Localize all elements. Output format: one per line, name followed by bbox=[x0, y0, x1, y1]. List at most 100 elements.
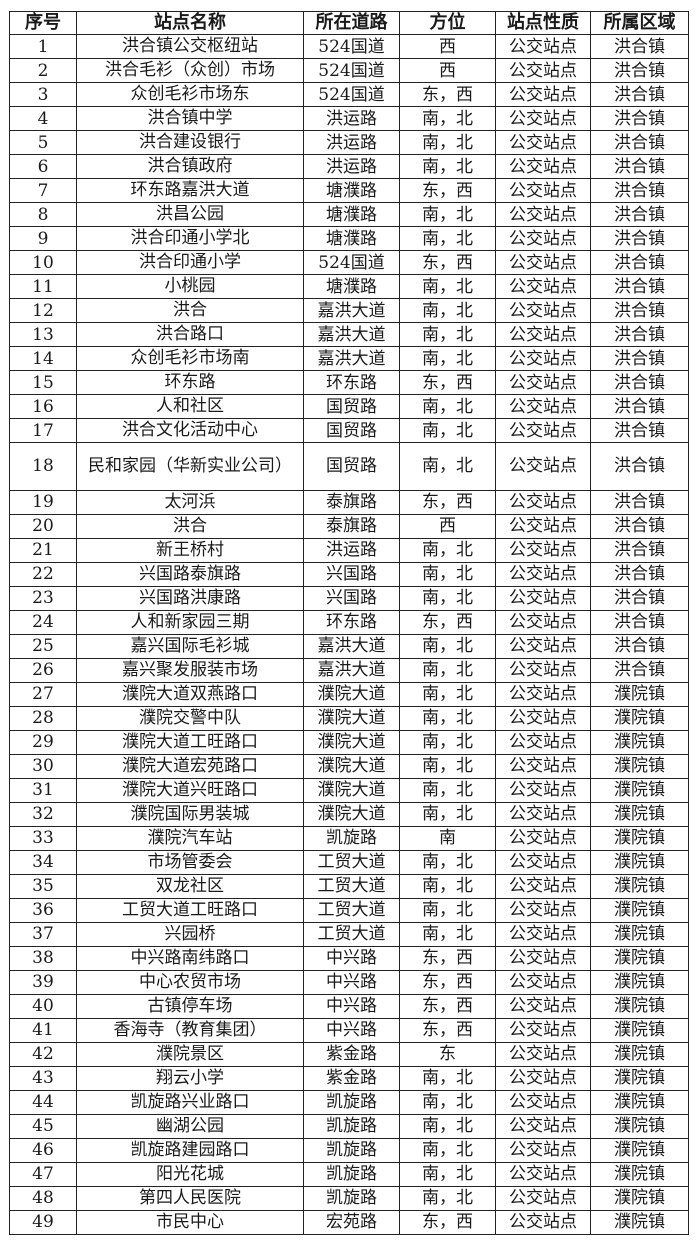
cell-index: 10 bbox=[9, 250, 77, 275]
cell-road: 嘉洪大道 bbox=[303, 346, 400, 371]
table-row: 31 濮院大道兴旺路口 濮院大道 南，北 公交站点 濮院镇 bbox=[9, 777, 689, 803]
cell-stop-name: 兴园桥 bbox=[76, 921, 304, 947]
cell-road: 中兴路 bbox=[303, 969, 400, 995]
cell-index: 19 bbox=[9, 489, 77, 515]
cell-stop-type: 公交站点 bbox=[495, 1017, 591, 1043]
table-row: 28 濮院交警中队 濮院大道 南，北 公交站点 濮院镇 bbox=[9, 705, 689, 731]
cell-area: 洪合镇 bbox=[590, 34, 689, 59]
cell-road: 塘濮路 bbox=[303, 178, 400, 203]
cell-direction: 南，北 bbox=[399, 753, 496, 779]
cell-direction: 西 bbox=[399, 513, 496, 539]
cell-index: 34 bbox=[9, 849, 77, 875]
table-body: 1 洪合镇公交枢纽站 524国道西公交站点 洪合镇 2 洪合毛衫（众创）市场 524国道西公… bbox=[9, 34, 689, 1235]
cell-road: 濮院大道 bbox=[303, 729, 400, 755]
table-row: 11 小桃园 塘濮路 南，北 公交站点 洪合镇 bbox=[9, 274, 689, 299]
cell-area: 洪合镇 bbox=[590, 322, 689, 347]
cell-direction: 南，北 bbox=[399, 106, 496, 131]
cell-index: 28 bbox=[9, 705, 77, 731]
cell-road: 泰旗路 bbox=[303, 513, 400, 539]
cell-stop-type: 公交站点 bbox=[495, 178, 591, 203]
cell-road: 环东路 bbox=[303, 609, 400, 635]
table-row: 6 洪合镇政府 洪运路 南，北 公交站点 洪合镇 bbox=[9, 154, 689, 179]
cell-stop-name: 市民中心 bbox=[76, 1209, 304, 1235]
table-row: 24 人和新家园三期 环东路 东，西 公交站点 洪合镇 bbox=[9, 609, 689, 635]
cell-stop-name: 工贸大道工旺路口 bbox=[76, 897, 304, 923]
cell-stop-type: 公交站点 bbox=[495, 729, 591, 755]
cell-stop-name: 濮院国际男装城 bbox=[76, 801, 304, 827]
cell-index: 25 bbox=[9, 633, 77, 659]
cell-road: 洪运路 bbox=[303, 154, 400, 179]
table-row: 20 洪合 泰旗路西公交站点 洪合镇 bbox=[9, 513, 689, 539]
cell-road: 嘉洪大道 bbox=[303, 633, 400, 659]
cell-area: 洪合镇 bbox=[590, 609, 689, 635]
cell-stop-type: 公交站点 bbox=[495, 657, 591, 683]
header-area: 所属区域 bbox=[590, 11, 689, 35]
cell-stop-type: 公交站点 bbox=[495, 442, 591, 491]
cell-direction: 南，北 bbox=[399, 1113, 496, 1139]
cell-area: 濮院镇 bbox=[590, 705, 689, 731]
cell-index: 31 bbox=[9, 777, 77, 803]
cell-stop-name: 濮院景区 bbox=[76, 1041, 304, 1067]
cell-direction: 南，北 bbox=[399, 1185, 496, 1211]
cell-stop-type: 公交站点 bbox=[495, 1065, 591, 1091]
cell-stop-type: 公交站点 bbox=[495, 825, 591, 851]
cell-stop-name: 洪合建设银行 bbox=[76, 130, 304, 155]
cell-road: 兴国路 bbox=[303, 561, 400, 587]
header-direction: 方位 bbox=[399, 11, 496, 35]
table-row: 44 凯旋路兴业路口 凯旋路 南，北 公交站点 濮院镇 bbox=[9, 1089, 689, 1115]
table-row: 49 市民中心 宏苑路 东，西 公交站点 濮院镇 bbox=[9, 1209, 689, 1235]
cell-stop-type: 公交站点 bbox=[495, 418, 591, 443]
cell-stop-name: 洪合文化活动中心 bbox=[76, 418, 304, 443]
table-row: 37 兴园桥 工贸大道 南，北 公交站点 濮院镇 bbox=[9, 921, 689, 947]
cell-road: 中兴路 bbox=[303, 1017, 400, 1043]
cell-area: 洪合镇 bbox=[590, 657, 689, 683]
cell-index: 46 bbox=[9, 1137, 77, 1163]
cell-stop-type: 公交站点 bbox=[495, 633, 591, 659]
cell-area: 濮院镇 bbox=[590, 921, 689, 947]
cell-direction: 南，北 bbox=[399, 322, 496, 347]
cell-stop-type: 公交站点 bbox=[495, 753, 591, 779]
cell-direction: 南，北 bbox=[399, 561, 496, 587]
cell-area: 濮院镇 bbox=[590, 873, 689, 899]
bus-stop-table: 序号 站点名称 所在道路 方位 站点性质 所属区域 1 洪合镇公交枢纽站 524国道… bbox=[9, 11, 689, 1235]
table-row: 48 第四人民医院 凯旋路 南，北 公交站点 濮院镇 bbox=[9, 1185, 689, 1211]
cell-stop-name: 嘉兴国际毛衫城 bbox=[76, 633, 304, 659]
header-index: 序号 bbox=[9, 11, 77, 35]
cell-road: 工贸大道 bbox=[303, 849, 400, 875]
cell-road: 嘉洪大道 bbox=[303, 657, 400, 683]
cell-area: 濮院镇 bbox=[590, 1113, 689, 1139]
cell-road: 524国道 bbox=[303, 34, 400, 59]
cell-index: 29 bbox=[9, 729, 77, 755]
cell-stop-name: 兴国路泰旗路 bbox=[76, 561, 304, 587]
cell-stop-type: 公交站点 bbox=[495, 1041, 591, 1067]
cell-road: 国贸路 bbox=[303, 442, 400, 491]
cell-stop-name: 人和新家园三期 bbox=[76, 609, 304, 635]
cell-area: 洪合镇 bbox=[590, 202, 689, 227]
cell-direction: 南，北 bbox=[399, 442, 496, 491]
cell-index: 49 bbox=[9, 1209, 77, 1235]
table-row: 10 洪合印通小学 524国道 东，西 公交站点 洪合镇 bbox=[9, 250, 689, 275]
cell-road: 濮院大道 bbox=[303, 777, 400, 803]
cell-stop-name: 中兴路南纬路口 bbox=[76, 945, 304, 971]
table-row: 34 市场管委会 工贸大道 南，北 公交站点 濮院镇 bbox=[9, 849, 689, 875]
cell-index: 33 bbox=[9, 825, 77, 851]
cell-stop-name: 第四人民医院 bbox=[76, 1185, 304, 1211]
cell-stop-type: 公交站点 bbox=[495, 585, 591, 611]
cell-stop-name: 翔云小学 bbox=[76, 1065, 304, 1091]
cell-direction: 东，西 bbox=[399, 250, 496, 275]
cell-stop-type: 公交站点 bbox=[495, 705, 591, 731]
cell-direction: 南，北 bbox=[399, 1089, 496, 1115]
cell-stop-type: 公交站点 bbox=[495, 993, 591, 1019]
cell-area: 洪合镇 bbox=[590, 489, 689, 515]
cell-stop-type: 公交站点 bbox=[495, 1209, 591, 1235]
cell-area: 濮院镇 bbox=[590, 969, 689, 995]
cell-area: 洪合镇 bbox=[590, 226, 689, 251]
table-row: 38 中兴路南纬路口 中兴路 东，西 公交站点 濮院镇 bbox=[9, 945, 689, 971]
cell-area: 濮院镇 bbox=[590, 729, 689, 755]
cell-road: 濮院大道 bbox=[303, 705, 400, 731]
cell-stop-name: 濮院大道宏苑路口 bbox=[76, 753, 304, 779]
cell-index: 7 bbox=[9, 178, 77, 203]
cell-direction: 南，北 bbox=[399, 633, 496, 659]
cell-stop-type: 公交站点 bbox=[495, 1137, 591, 1163]
cell-index: 17 bbox=[9, 418, 77, 443]
